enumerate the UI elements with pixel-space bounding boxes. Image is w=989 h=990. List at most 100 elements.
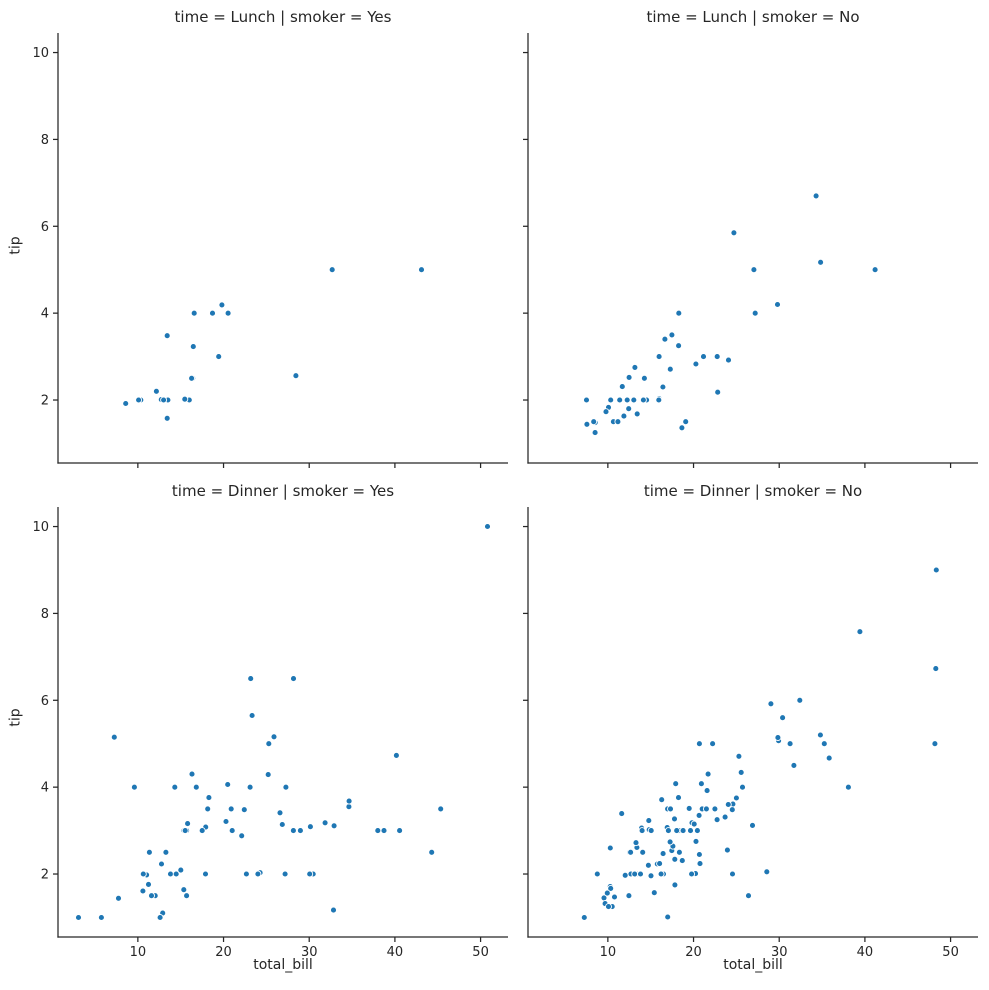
scatter-point <box>745 892 752 900</box>
scatter-point <box>148 892 155 900</box>
scatter-point <box>171 783 179 791</box>
scatter-point <box>679 827 687 835</box>
scatter-point <box>638 827 646 835</box>
scatter-point <box>723 846 731 854</box>
scatter-point <box>640 374 648 382</box>
scatter-point <box>644 861 652 869</box>
scatter-point <box>321 819 329 827</box>
scatter-point <box>607 396 615 404</box>
scatter-point <box>675 342 683 350</box>
scatter-point <box>614 418 622 426</box>
scatter-point <box>666 365 674 373</box>
scatter-point <box>611 893 618 901</box>
scatter-point <box>282 783 290 791</box>
scatter-point <box>180 886 188 894</box>
y-tick-label: 2 <box>41 394 49 409</box>
scatter-point <box>145 848 153 856</box>
scatter-point <box>714 388 722 396</box>
x-tick-label: 10 <box>130 945 147 960</box>
scatter-point <box>639 396 647 404</box>
scatter-point <box>190 309 198 317</box>
x-tick-label: 10 <box>600 945 617 960</box>
scatter-point <box>664 827 672 835</box>
scatter-point <box>763 868 771 876</box>
scatter-point <box>692 837 700 845</box>
scatter-point <box>728 806 736 814</box>
scatter-point <box>664 913 672 921</box>
scatter-point <box>655 396 663 404</box>
scatter-point <box>238 832 246 840</box>
scatter-point <box>374 827 382 835</box>
scatter-point <box>703 787 711 795</box>
scatter-point <box>215 353 223 361</box>
scatter-point <box>75 914 82 921</box>
y-tick-label: 10 <box>32 46 49 61</box>
scatter-point <box>844 783 852 791</box>
scatter-point <box>276 809 284 817</box>
scatter-point <box>115 894 122 902</box>
scatter-point <box>675 794 682 802</box>
scatter-point <box>774 301 781 308</box>
scatter-point <box>620 412 628 420</box>
scatter-point <box>202 870 209 878</box>
x-tick-label: 20 <box>685 945 702 960</box>
scatter-point <box>931 740 939 748</box>
scatter-point <box>637 870 644 878</box>
scatter-point <box>697 780 705 788</box>
x-tick-label: 40 <box>857 945 874 960</box>
scatter-point <box>188 374 196 382</box>
scatter-point <box>658 796 666 804</box>
scatter-point <box>621 871 629 879</box>
scatter-point <box>856 628 864 636</box>
scatter-point <box>198 827 206 835</box>
x-axis-label-right: total_bill <box>723 957 783 973</box>
facet-title-lunch-no: time = Lunch | smoker = No <box>646 8 860 26</box>
scatter-point <box>152 387 160 395</box>
scatter-point <box>380 827 388 835</box>
scatter-point <box>702 805 710 813</box>
scatter-point <box>130 783 138 791</box>
facet-title-dinner-no: time = Dinner | smoker = No <box>643 482 863 500</box>
y-tick-label: 2 <box>41 868 49 883</box>
scatter-point <box>607 884 615 892</box>
scatter-point <box>227 805 235 813</box>
scatter-point <box>593 870 601 878</box>
scatter-point <box>659 850 667 858</box>
scatter-point <box>675 848 683 856</box>
scatter-point <box>484 523 491 530</box>
scatter-point <box>290 675 297 683</box>
scatter-point <box>730 229 738 237</box>
scatter-point <box>704 770 712 778</box>
scatter-point <box>749 821 756 829</box>
scatter-point <box>330 822 338 830</box>
scatter-point <box>590 418 598 426</box>
y-tick-label: 6 <box>41 220 49 235</box>
scatter-point <box>711 805 719 813</box>
scatter-point <box>396 827 404 835</box>
scatter-point <box>678 424 686 432</box>
scatter-point <box>751 309 759 317</box>
scatter-point <box>110 733 118 741</box>
scatter-point <box>673 827 681 835</box>
scatter-point <box>292 372 300 380</box>
scatter-point <box>932 665 940 673</box>
scatter-point <box>625 892 633 900</box>
scatter-point <box>796 696 804 704</box>
scatter-point <box>278 821 286 828</box>
scatter-point <box>135 396 143 404</box>
scatter-point <box>630 396 638 404</box>
y-tick-label: 8 <box>41 607 49 622</box>
scatter-plot-dinner-no: 10 20 30 40 50 <box>523 507 978 960</box>
y-tick-label: 4 <box>41 781 49 796</box>
scatter-point <box>650 889 658 897</box>
scatter-point <box>816 731 824 739</box>
scatter-point <box>265 740 273 748</box>
scatter-point <box>181 827 189 835</box>
scatter-point <box>181 395 189 403</box>
scatter-point <box>645 817 653 825</box>
scatter-point <box>632 839 640 847</box>
scatter-point <box>786 740 794 748</box>
scatter-point <box>695 740 703 748</box>
scatter-point <box>345 803 353 811</box>
